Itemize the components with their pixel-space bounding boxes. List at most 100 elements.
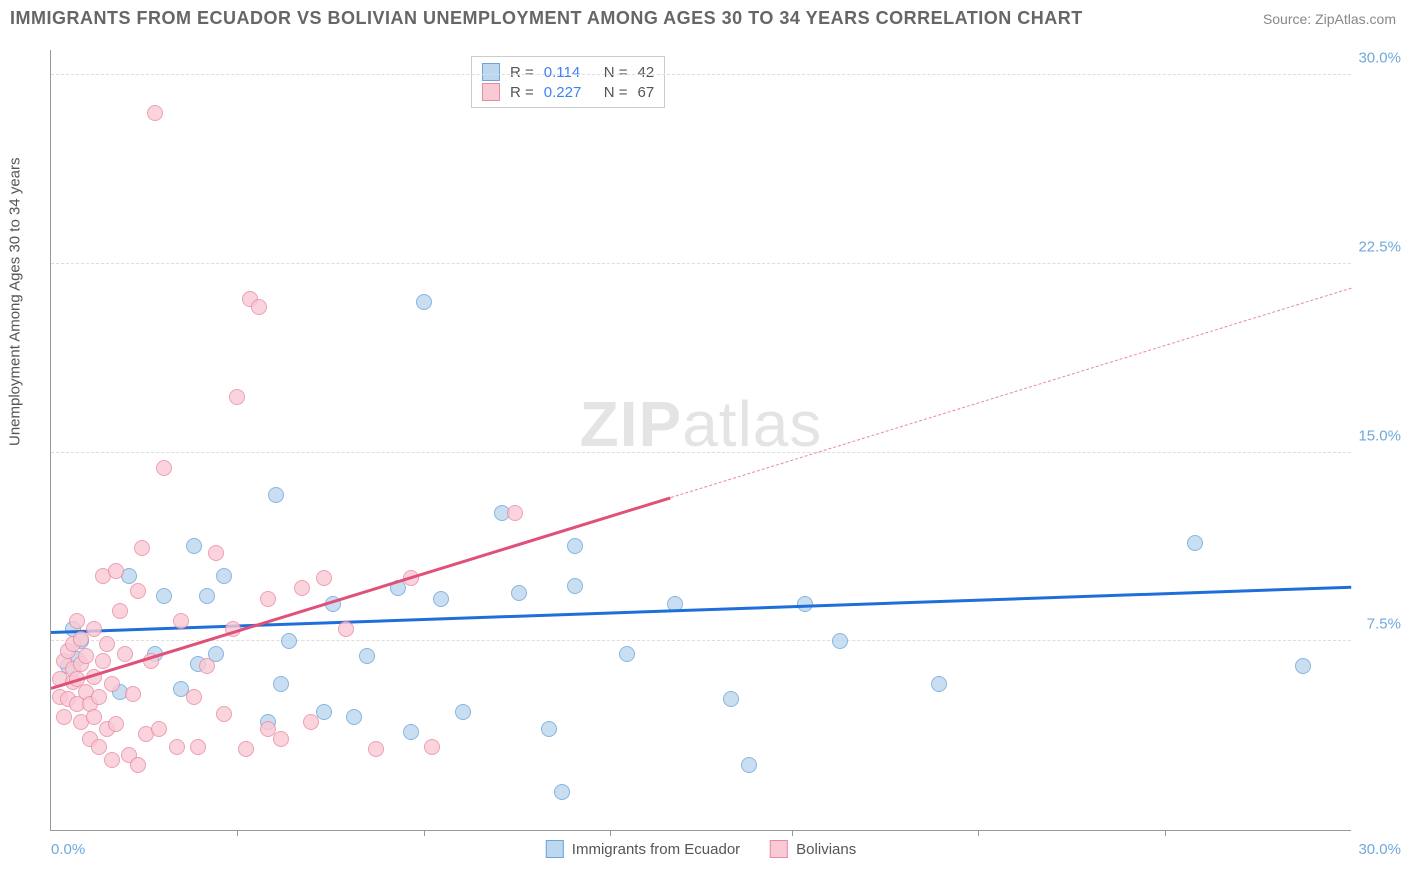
- x-tick: [1165, 830, 1166, 836]
- data-point: [173, 613, 189, 629]
- data-point: [1295, 658, 1311, 674]
- gridline: [51, 74, 1351, 75]
- data-point: [723, 691, 739, 707]
- data-point: [91, 739, 107, 755]
- data-point: [95, 653, 111, 669]
- data-point: [156, 588, 172, 604]
- y-tick-label: 30.0%: [1358, 50, 1401, 67]
- legend-row: R = 0.114 N = 42: [482, 63, 654, 81]
- data-point: [104, 676, 120, 692]
- data-point: [268, 487, 284, 503]
- data-point: [346, 709, 362, 725]
- gridline: [51, 640, 1351, 641]
- r-value: 0.114: [544, 64, 594, 81]
- gridline: [51, 263, 1351, 264]
- data-point: [554, 784, 570, 800]
- data-point: [216, 706, 232, 722]
- data-point: [316, 704, 332, 720]
- data-point: [86, 709, 102, 725]
- data-point: [251, 299, 267, 315]
- r-label: R =: [510, 64, 534, 81]
- data-point: [125, 686, 141, 702]
- data-point: [78, 648, 94, 664]
- n-value: 42: [638, 64, 655, 81]
- data-point: [567, 578, 583, 594]
- x-tick: [237, 830, 238, 836]
- data-point: [86, 621, 102, 637]
- data-point: [151, 721, 167, 737]
- data-point: [108, 716, 124, 732]
- watermark: ZIPatlas: [580, 387, 823, 461]
- legend-swatch: [482, 83, 500, 101]
- legend-swatch: [546, 840, 564, 858]
- plot-area: ZIPatlas R =0.114N =42R =0.227N =67 0.0%…: [50, 50, 1351, 831]
- data-point: [832, 633, 848, 649]
- data-point: [56, 709, 72, 725]
- data-point: [433, 591, 449, 607]
- y-axis-title: Unemployment Among Ages 30 to 34 years: [7, 157, 24, 446]
- data-point: [273, 676, 289, 692]
- legend-swatch: [482, 63, 500, 81]
- data-point: [104, 752, 120, 768]
- data-point: [455, 704, 471, 720]
- chart-container: IMMIGRANTS FROM ECUADOR VS BOLIVIAN UNEM…: [0, 0, 1406, 892]
- data-point: [216, 568, 232, 584]
- data-point: [156, 460, 172, 476]
- data-point: [338, 621, 354, 637]
- data-point: [424, 739, 440, 755]
- data-point: [199, 588, 215, 604]
- legend-correlation: R = 0.114 N = 42 R = 0.227 N = 67: [471, 56, 665, 108]
- legend-series-label: Immigrants from Ecuador: [572, 841, 740, 858]
- data-point: [208, 545, 224, 561]
- legend-swatch: [770, 840, 788, 858]
- data-point: [238, 741, 254, 757]
- data-point: [199, 658, 215, 674]
- data-point: [619, 646, 635, 662]
- data-point: [260, 591, 276, 607]
- gridline: [51, 452, 1351, 453]
- x-axis-end-label: 30.0%: [1358, 841, 1401, 858]
- data-point: [99, 636, 115, 652]
- data-point: [130, 583, 146, 599]
- r-value: 0.227: [544, 84, 594, 101]
- y-tick-label: 7.5%: [1367, 616, 1401, 633]
- data-point: [294, 580, 310, 596]
- x-tick: [792, 830, 793, 836]
- y-tick-label: 15.0%: [1358, 427, 1401, 444]
- data-point: [507, 505, 523, 521]
- data-point: [117, 646, 133, 662]
- data-point: [69, 613, 85, 629]
- data-point: [511, 585, 527, 601]
- data-point: [567, 538, 583, 554]
- legend-series-item: Immigrants from Ecuador: [546, 840, 740, 858]
- x-axis-start-label: 0.0%: [51, 841, 85, 858]
- data-point: [112, 603, 128, 619]
- n-label: N =: [604, 84, 628, 101]
- chart-title: IMMIGRANTS FROM ECUADOR VS BOLIVIAN UNEM…: [10, 8, 1083, 29]
- n-label: N =: [604, 64, 628, 81]
- title-bar: IMMIGRANTS FROM ECUADOR VS BOLIVIAN UNEM…: [10, 8, 1396, 29]
- legend-series: Immigrants from Ecuador Bolivians: [546, 840, 856, 858]
- data-point: [273, 731, 289, 747]
- r-label: R =: [510, 84, 534, 101]
- legend-series-item: Bolivians: [770, 840, 856, 858]
- data-point: [403, 724, 419, 740]
- legend-series-label: Bolivians: [796, 841, 856, 858]
- data-point: [541, 721, 557, 737]
- data-point: [416, 294, 432, 310]
- trend-line-extrapolated: [671, 288, 1352, 498]
- data-point: [368, 741, 384, 757]
- data-point: [1187, 535, 1203, 551]
- data-point: [281, 633, 297, 649]
- x-tick: [424, 830, 425, 836]
- data-point: [169, 739, 185, 755]
- data-point: [108, 563, 124, 579]
- data-point: [186, 689, 202, 705]
- data-point: [134, 540, 150, 556]
- data-point: [190, 739, 206, 755]
- x-tick: [610, 830, 611, 836]
- data-point: [91, 689, 107, 705]
- x-tick: [978, 830, 979, 836]
- n-value: 67: [638, 84, 655, 101]
- data-point: [229, 389, 245, 405]
